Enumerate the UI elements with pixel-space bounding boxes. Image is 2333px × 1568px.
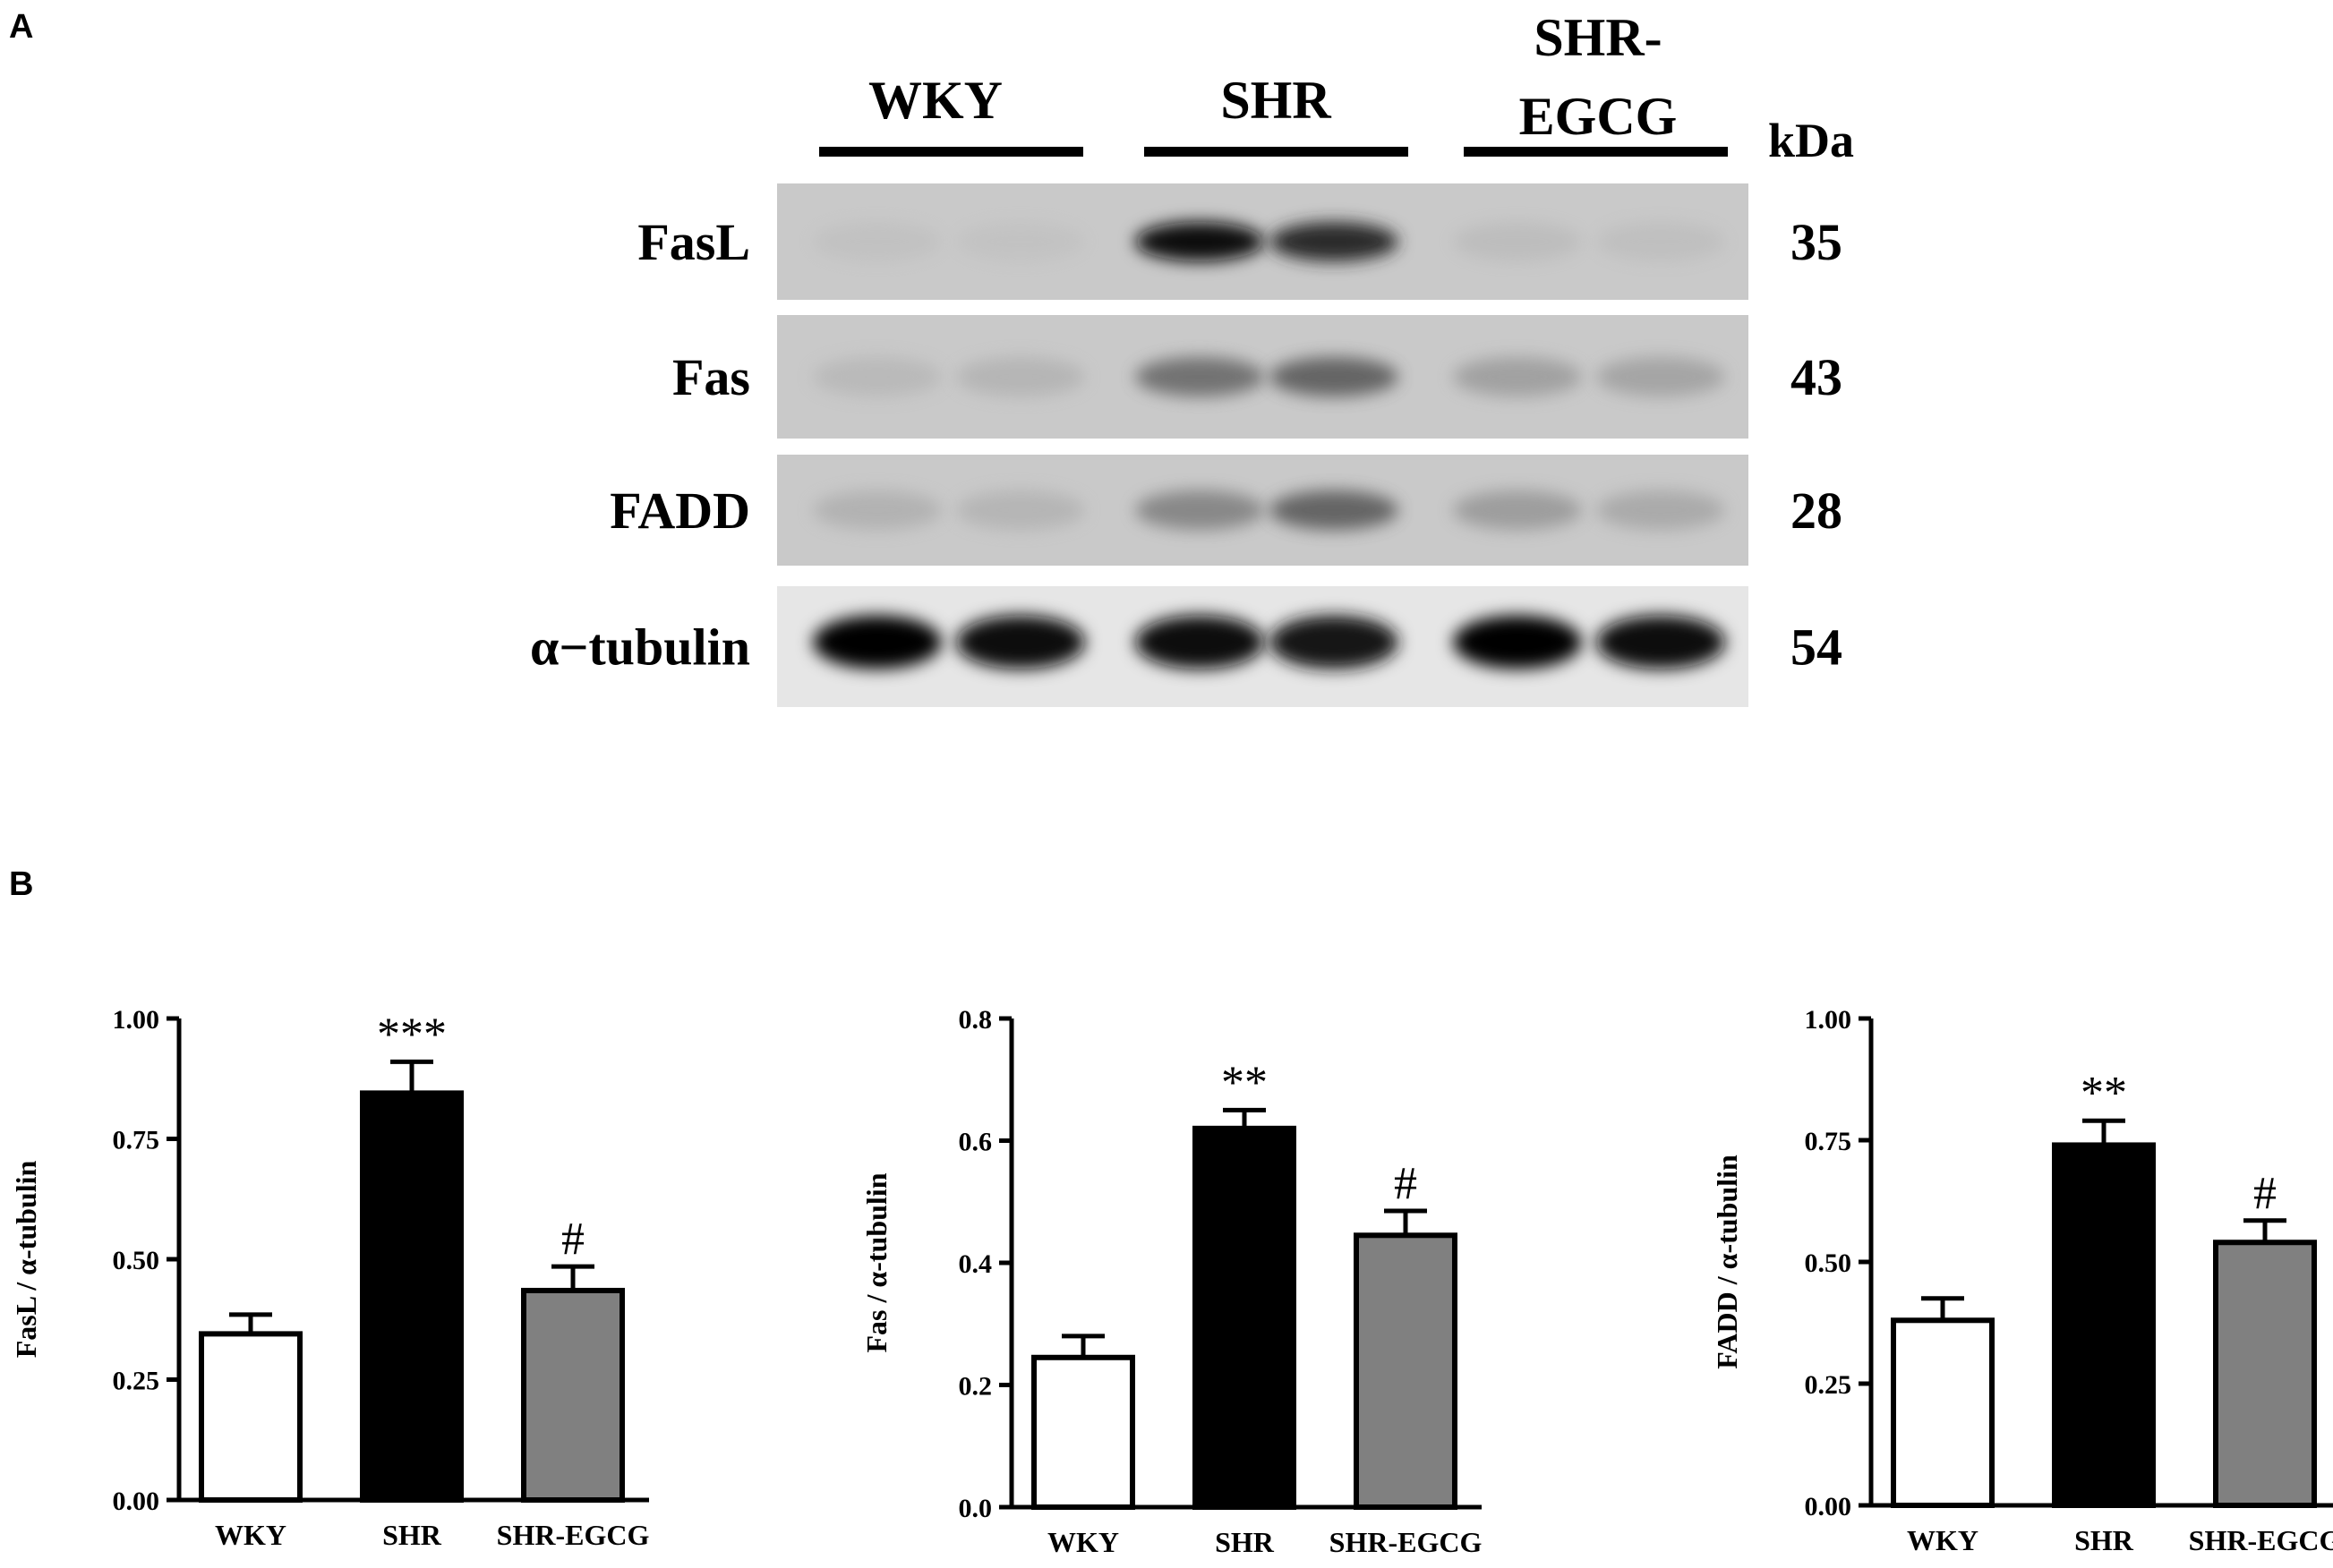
blot-band [1135,357,1264,396]
blot-band [1596,490,1725,530]
panel-label-a: A [9,8,33,46]
blot-group-label: SHR- [1534,8,1662,67]
chart-fas: 0.0 0.2 0.4 0.6 0.8 Fas / α-tubulin WKY SHR ** SH… [860,1005,1482,1558]
x-tick-label: SHR [382,1519,442,1551]
bar [2213,1240,2317,1508]
blot-kda-value: 43 [1790,348,1842,406]
blot-kda-value: 28 [1790,481,1842,540]
y-tick-label: 0.75 [1805,1127,1852,1156]
blot-group-underline [1464,147,1728,157]
blot-band [1269,222,1398,261]
blot-band [956,490,1085,530]
y-tick-label: 0.50 [113,1246,160,1275]
blot-kda-label: kDa [1768,114,1854,167]
x-tick-label: SHR-EGCG [497,1519,650,1551]
blot-band [1453,222,1582,261]
blot-band [813,490,942,530]
blot-group-label: EGCG [1519,87,1678,146]
blot-group-underline [819,147,1083,157]
x-tick-label: SHR-EGCG [2189,1524,2333,1556]
y-tick-label: 0.25 [113,1367,160,1396]
blot-band [813,357,942,396]
blot-band [956,222,1085,261]
chart-fadd: 0.00 0.25 0.50 0.75 1.00 FADD / α-tubulin WKY S… [1711,1005,2333,1556]
blot-band [956,357,1085,396]
blot-band [1453,490,1582,530]
y-axis-label: FasL / α-tubulin [10,1160,42,1358]
y-tick-label: 0.25 [1805,1370,1852,1400]
bar [521,1287,625,1503]
significance-label: # [2253,1168,2277,1219]
x-tick-label: SHR [1215,1526,1275,1558]
x-tick-label: SHR-EGCG [1329,1526,1483,1558]
blot-group-underline [1144,147,1408,157]
blot-band [813,222,942,261]
blot-band [1596,222,1725,261]
significance-label: # [1394,1158,1417,1209]
blot-kda-value: 54 [1790,618,1842,677]
blot-band [1596,357,1725,396]
bar [1192,1125,1296,1510]
western-blot: WKY SHR SHR- EGCG kDa FasL 35 Fas 43 FADD 28 α−tubu… [530,8,1854,707]
blot-row-label: FasL [637,213,750,271]
blot-band [1453,615,1582,669]
y-axis-label: FADD / α-tubulin [1711,1155,1743,1369]
blot-band [1269,490,1398,530]
bar [2052,1142,2156,1508]
y-tick-label: 1.00 [1805,1005,1852,1035]
bar [360,1090,464,1503]
y-tick-label: 1.00 [113,1005,160,1035]
blot-band [1135,222,1264,261]
blot-row-label: Fas [672,348,750,406]
y-tick-label: 0.0 [959,1494,993,1523]
blot-band [1269,615,1398,669]
blot-group-label: SHR [1220,71,1331,130]
bar [199,1331,303,1504]
blot-row-label: α−tubulin [530,618,750,677]
blot-band [956,615,1085,669]
significance-label: ** [2081,1068,2127,1119]
y-tick-label: 0.8 [959,1005,993,1035]
blot-group-label: WKY [868,71,1003,130]
blot-kda-value: 35 [1790,213,1842,271]
blot-band [1453,357,1582,396]
blot-band [813,615,942,669]
significance-label: # [561,1214,585,1265]
y-tick-label: 0.6 [959,1128,993,1157]
bar [1891,1317,1995,1509]
y-tick-label: 0.00 [1805,1492,1852,1521]
x-tick-label: WKY [1907,1524,1978,1556]
bar [1354,1232,1457,1510]
blot-band [1135,490,1264,530]
y-tick-label: 0.50 [1805,1248,1852,1278]
y-tick-label: 0.00 [113,1487,160,1516]
x-tick-label: WKY [1047,1526,1119,1558]
y-tick-label: 0.4 [959,1249,993,1279]
panel-label-b: B [9,865,33,903]
blot-row-label: FADD [610,481,750,540]
x-tick-label: WKY [215,1519,286,1551]
blot-band [1135,615,1264,669]
x-tick-label: SHR [2074,1524,2134,1556]
significance-label: ** [1221,1057,1268,1108]
blot-band [1596,615,1725,669]
significance-label: *** [377,1009,447,1060]
chart-fasl: 0.00 0.25 0.50 0.75 1.00 FasL / α-tubulin WKY S… [10,1005,649,1551]
blot-band [1269,357,1398,396]
y-tick-label: 0.75 [113,1126,160,1155]
bar [1031,1354,1135,1510]
y-tick-label: 0.2 [959,1372,993,1402]
y-axis-label: Fas / α-tubulin [860,1172,893,1352]
